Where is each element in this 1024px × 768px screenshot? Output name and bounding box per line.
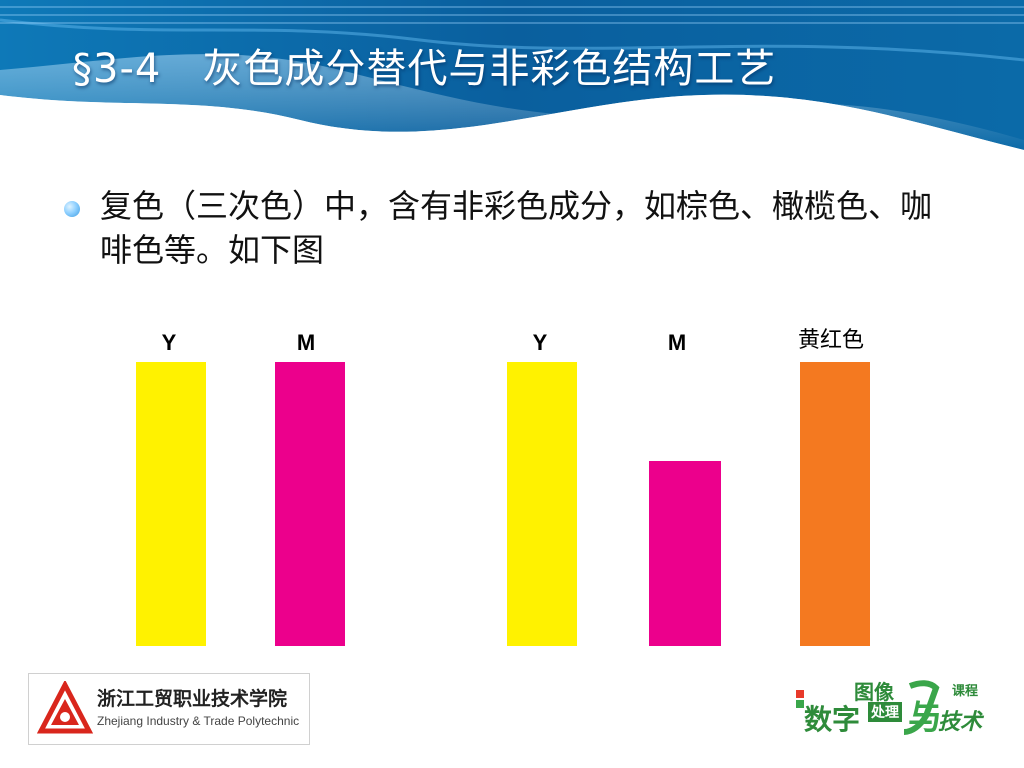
bullet-dot-icon (64, 201, 80, 217)
school-emblem-icon (37, 681, 93, 734)
bar-1 (136, 362, 206, 646)
bar-label-4: M (667, 330, 687, 355)
bar-5 (800, 362, 870, 646)
course-logo-text-3: 处理 (868, 702, 902, 722)
course-logo: 数字 图像 处理 与 技术 课程 (790, 676, 1000, 742)
slide-header: §3-4 灰色成分替代与非彩色结构工艺 (0, 0, 1024, 150)
header-wave-background (0, 0, 1024, 150)
course-logo-text-5: 技术 (938, 710, 983, 735)
course-logo-text-1: 数字 (804, 703, 861, 736)
course-logo-text-4: 与 (908, 698, 942, 738)
slide-title: §3-4 灰色成分替代与非彩色结构工艺 (72, 46, 777, 92)
course-logo-text-2: 图像 (854, 680, 894, 704)
bar-label-1: Y (161, 330, 177, 355)
bar-label-2: M (296, 330, 316, 355)
school-name-cn: 浙江工贸职业技术学院 (97, 688, 288, 710)
bar-3 (507, 362, 577, 646)
course-logo-graphic (796, 680, 940, 735)
school-name-en: Zhejiang Industry & Trade Polytechnic (97, 714, 300, 728)
bullet-text: 复色（三次色）中，含有非彩色成分，如棕色、橄榄色、咖啡色等。如下图 (100, 187, 933, 269)
bar-label-3: Y (532, 330, 548, 355)
course-logo-text-6: 课程 (952, 684, 979, 699)
bar-label-5: 黄红色 (797, 328, 864, 353)
bar-4 (649, 461, 721, 646)
bar-2 (275, 362, 345, 646)
school-logo: 浙江工贸职业技术学院 Zhejiang Industry & Trade Pol… (28, 673, 310, 745)
